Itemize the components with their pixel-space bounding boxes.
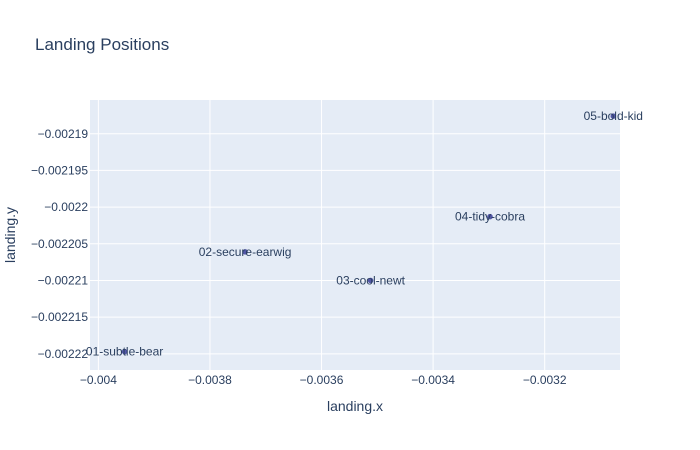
point-label: 03-cool-newt bbox=[336, 273, 405, 287]
chart-title: Landing Positions bbox=[35, 35, 169, 54]
point-label: 02-secure-earwig bbox=[199, 245, 292, 259]
x-axis-ticks: −0.004 −0.0038 −0.0036 −0.0034 −0.0032 bbox=[80, 373, 567, 387]
scatter-markers bbox=[121, 112, 617, 355]
y-tick-label: −0.00222 bbox=[38, 347, 89, 361]
y-gridlines bbox=[90, 133, 620, 355]
x-tick-label: −0.004 bbox=[80, 373, 117, 387]
y-axis-title: landing.y bbox=[2, 207, 18, 263]
x-axis-title: landing.x bbox=[327, 398, 383, 414]
x-tick-label: −0.0038 bbox=[188, 373, 232, 387]
y-tick-label: −0.002205 bbox=[31, 237, 88, 251]
x-tick-label: −0.0034 bbox=[411, 373, 455, 387]
y-axis-ticks: −0.00219 −0.002195 −0.0022 −0.002205 −0.0022… bbox=[31, 127, 88, 361]
scatter-point bbox=[241, 248, 249, 256]
y-tick-label: −0.0022 bbox=[44, 200, 88, 214]
point-label: 01-subtle-bear bbox=[86, 345, 163, 359]
x-tick-label: −0.0036 bbox=[300, 373, 344, 387]
point-label: 04-tidy-cobra bbox=[455, 210, 525, 224]
scatter-point bbox=[367, 277, 374, 284]
y-tick-label: −0.00219 bbox=[38, 127, 89, 141]
point-labels: 01-subtle-bear 02-secure-earwig 03-cool-ne… bbox=[86, 109, 643, 359]
y-tick-label: −0.002195 bbox=[31, 163, 88, 177]
x-gridlines bbox=[97, 100, 546, 370]
point-label: 05-bold-kid bbox=[584, 109, 643, 123]
y-tick-label: −0.002215 bbox=[31, 310, 88, 324]
plot-area bbox=[90, 100, 620, 370]
x-tick-label: −0.0032 bbox=[523, 373, 567, 387]
scatter-point bbox=[610, 112, 617, 120]
y-tick-label: −0.00221 bbox=[38, 273, 89, 287]
scatter-point bbox=[121, 348, 128, 355]
scatter-point bbox=[486, 213, 494, 220]
